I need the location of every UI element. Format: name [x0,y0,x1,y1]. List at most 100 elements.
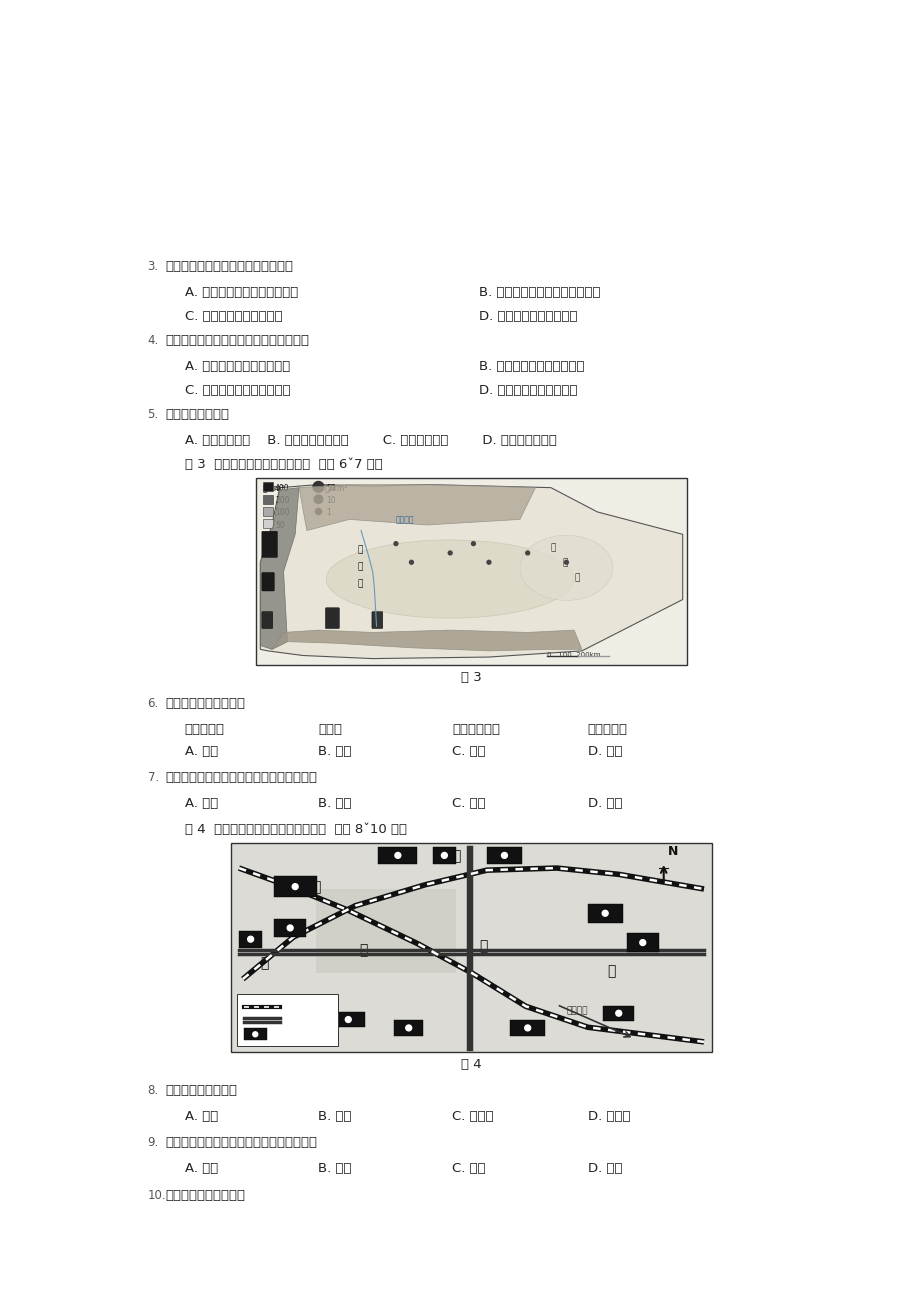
Text: 乙: 乙 [451,849,460,863]
Bar [239,931,262,948]
Bar [316,889,456,973]
Text: 布: 布 [562,559,567,568]
Text: A. 淡于: A. 淡于 [185,745,218,758]
Polygon shape [272,630,582,651]
Text: 田: 田 [357,562,362,572]
Text: D. 矿产: D. 矿产 [587,797,621,810]
Text: 下列因素中对该城市工业布局影响最小的是: 下列因素中对该城市工业布局影响最小的是 [165,1137,317,1150]
Text: A. 环境: A. 环境 [185,1163,218,1176]
Text: 图 3: 图 3 [460,671,482,684]
Text: C. 地形: C. 地形 [451,1163,485,1176]
Text: C. 盂到榆期间衰劳动力不足: C. 盂到榆期间衰劳动力不足 [185,384,290,397]
Text: 该地区人口主要分布在: 该地区人口主要分布在 [165,697,245,710]
Text: C. 于盂: C. 于盂 [451,745,485,758]
Circle shape [265,1004,271,1009]
Text: 丁: 丁 [260,956,268,970]
Text: 淡平原地区: 淡平原地区 [185,723,224,736]
Bar [274,876,316,897]
Bar [432,846,456,863]
Bar [244,1029,267,1040]
Text: 人/km²: 人/km² [262,483,285,492]
Text: B. 交通: B. 交通 [318,1163,351,1176]
Circle shape [441,853,447,858]
Circle shape [394,853,401,858]
Text: 9.: 9. [147,1137,159,1150]
Text: 50: 50 [275,521,285,530]
Circle shape [313,495,323,504]
Text: A. 淡到于期间衰养老压力大: A. 淡到于期间衰养老压力大 [185,361,289,374]
Text: 盛行风向: 盛行风向 [565,1006,587,1016]
Text: 图 4: 图 4 [460,1059,482,1072]
Text: D. 地价: D. 地价 [587,1163,621,1176]
Text: N: N [667,845,678,858]
Text: 盂山前洪积扇: 盂山前洪积扇 [451,723,500,736]
Circle shape [393,542,397,546]
FancyBboxPatch shape [371,612,382,629]
Text: 河: 河 [357,579,362,589]
Circle shape [405,1025,411,1031]
Text: D. 榆到虚期间衰资源短缺: D. 榆到虚期间衰资源短缺 [479,384,577,397]
Bar [510,1021,545,1035]
Bar [262,482,272,491]
Text: 50 人/km²: 50 人/km² [312,483,347,492]
Circle shape [253,1031,257,1036]
FancyBboxPatch shape [262,612,272,629]
FancyBboxPatch shape [262,531,277,557]
Text: C. 东北风: C. 东北风 [451,1111,494,1124]
Text: C. 榆时期衰人口总数最少: C. 榆时期衰人口总数最少 [185,310,282,323]
Circle shape [292,884,298,889]
Text: 10.: 10. [147,1189,166,1202]
Text: 50: 50 [326,484,335,492]
Text: 天山水系: 天山水系 [395,516,414,525]
Bar [262,519,272,529]
Text: 最适宜布局镰鐵厂的是: 最适宜布局镰鐵厂的是 [165,1189,245,1202]
Text: 影响该地区环境人口容量大小的首要要素是: 影响该地区环境人口容量大小的首要要素是 [165,771,317,784]
Circle shape [312,482,323,492]
Circle shape [471,542,475,546]
Text: 市: 市 [358,944,367,957]
Text: 据此推断该国在此期间可能面临的问题是: 据此推断该国在此期间可能面临的问题是 [165,335,309,348]
Polygon shape [299,484,535,531]
Circle shape [345,1017,351,1022]
Text: 10: 10 [326,496,335,505]
Bar [231,842,711,1052]
Bar [378,846,417,863]
Text: D. 东南风: D. 东南风 [587,1111,630,1124]
Circle shape [315,509,321,514]
Bar [332,1012,364,1027]
Text: 400: 400 [275,484,289,492]
Bar [250,1029,279,1042]
Circle shape [602,910,607,917]
Text: 泊: 泊 [573,573,579,582]
Text: 200: 200 [275,496,289,505]
Bar [486,846,521,863]
Bar [587,904,622,923]
Text: B. 南风: B. 南风 [318,1111,351,1124]
Text: 甲: 甲 [312,880,321,894]
Circle shape [524,1025,530,1031]
Text: 图 4  为野某城市工业分布示意图治遂  回答 8ˇ10 题递: 图 4 为野某城市工业分布示意图治遂 回答 8ˇ10 题递 [185,823,406,836]
Circle shape [501,853,507,858]
Bar [603,1005,633,1021]
Text: 图 3  为野某地区人口分布图治遂  回答 6ˇ7 题递: 图 3 为野某地区人口分布图治遂 回答 6ˇ7 题递 [185,458,382,471]
Text: B. 盂时期衰自然增长人口数最多: B. 盂时期衰自然增长人口数最多 [479,286,600,299]
Bar [262,495,272,504]
Text: D. 虚时期衰人口总数不变: D. 虚时期衰人口总数不变 [479,310,577,323]
Text: 关于该国人口特征的叙述表正确的是: 关于该国人口特征的叙述表正确的是 [165,260,293,273]
Circle shape [615,1010,621,1016]
Text: 该城市的盛行风向为: 该城市的盛行风向为 [165,1085,237,1098]
Circle shape [525,551,529,555]
Circle shape [409,560,413,564]
Circle shape [287,924,293,931]
Text: 3.: 3. [147,260,158,273]
Circle shape [486,560,491,564]
Text: A. 水源: A. 水源 [185,797,218,810]
Text: 工厂: 工厂 [284,1035,296,1046]
Text: C. 土地: C. 土地 [451,797,485,810]
Circle shape [564,560,568,564]
Circle shape [639,940,645,945]
Text: 6.: 6. [147,697,159,710]
Bar [256,478,686,665]
Circle shape [247,936,254,943]
Bar [393,1021,423,1035]
